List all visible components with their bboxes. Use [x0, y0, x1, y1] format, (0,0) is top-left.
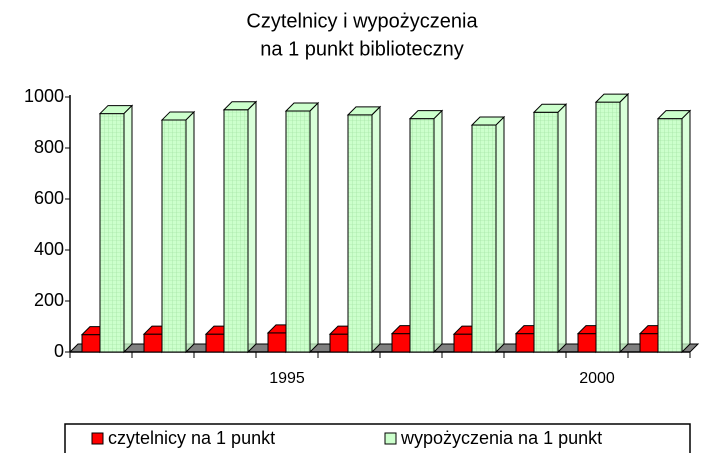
bar	[639, 333, 659, 353]
chart-title: na 1 punkt biblioteczny	[260, 38, 463, 60]
y-tick-label: 800	[34, 137, 64, 157]
legend-box	[64, 423, 691, 453]
y-tick-label: 400	[34, 239, 64, 259]
x-tick-label: 1995	[269, 370, 305, 387]
legend-swatch	[91, 432, 104, 445]
legend-swatch	[384, 432, 397, 445]
bar-side	[495, 115, 505, 354]
y-tick-label: 0	[54, 341, 64, 361]
bar	[329, 333, 349, 353]
x-tick-label: 2000	[579, 370, 615, 387]
bar	[657, 118, 683, 353]
bar	[453, 333, 473, 353]
bar-side	[433, 109, 443, 354]
bar-side	[371, 105, 381, 354]
bar	[471, 124, 497, 353]
y-tick-label: 1000	[24, 86, 64, 106]
bar-side	[185, 110, 195, 354]
bar	[81, 334, 101, 353]
bar-side	[557, 103, 567, 354]
bar-side	[309, 101, 319, 354]
bar-side	[247, 100, 257, 354]
bar	[161, 119, 187, 353]
bar	[347, 114, 373, 353]
bar	[267, 332, 287, 353]
legend-label: czytelnicy na 1 punkt	[108, 428, 275, 448]
bar-side	[681, 109, 691, 354]
bar-side	[619, 92, 629, 354]
bar	[409, 118, 435, 353]
bar	[223, 109, 249, 353]
bar	[205, 333, 225, 353]
legend-label: wypożyczenia na 1 punkt	[400, 428, 602, 448]
bar	[391, 333, 411, 353]
y-tick-label: 200	[34, 290, 64, 310]
bar	[595, 101, 621, 353]
bar	[515, 333, 535, 353]
bar	[285, 110, 311, 353]
bar	[577, 333, 597, 353]
y-tick-label: 600	[34, 188, 64, 208]
bar	[99, 113, 125, 353]
chart-title: Czytelnicy i wypożyczenia	[246, 10, 478, 32]
bar	[143, 333, 163, 353]
bar	[533, 111, 559, 353]
bar-side	[123, 104, 133, 354]
